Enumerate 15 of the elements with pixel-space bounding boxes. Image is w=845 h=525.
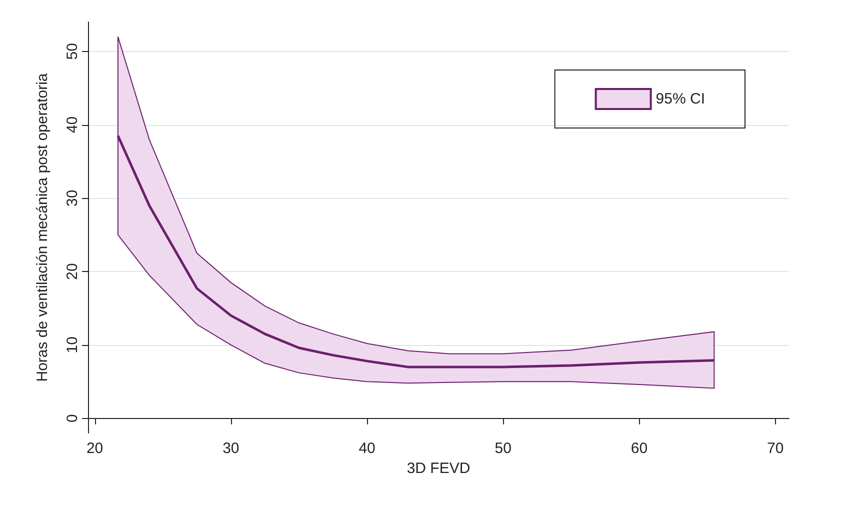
x-axis-title: 3D FEVD — [406, 460, 470, 477]
y-tick-label: 40 — [64, 116, 81, 134]
legend-label: 95% CI — [656, 90, 706, 108]
x-tick-label: 30 — [222, 440, 240, 457]
y-tick-label: 20 — [64, 263, 81, 280]
y-tick-label: 50 — [64, 43, 81, 60]
y-tick-label: 10 — [64, 336, 81, 354]
x-tick-label: 60 — [630, 440, 648, 457]
y-tick-label: 30 — [64, 190, 81, 206]
x-tick-label: 70 — [767, 440, 784, 457]
y-axis-title: Horas de ventilación mecánica post operatoria — [34, 72, 51, 382]
x-tick-label: 20 — [86, 440, 104, 457]
y-tick-label: 0 — [64, 414, 81, 422]
x-tick-label: 50 — [494, 440, 512, 457]
x-tick-label: 40 — [358, 440, 376, 457]
